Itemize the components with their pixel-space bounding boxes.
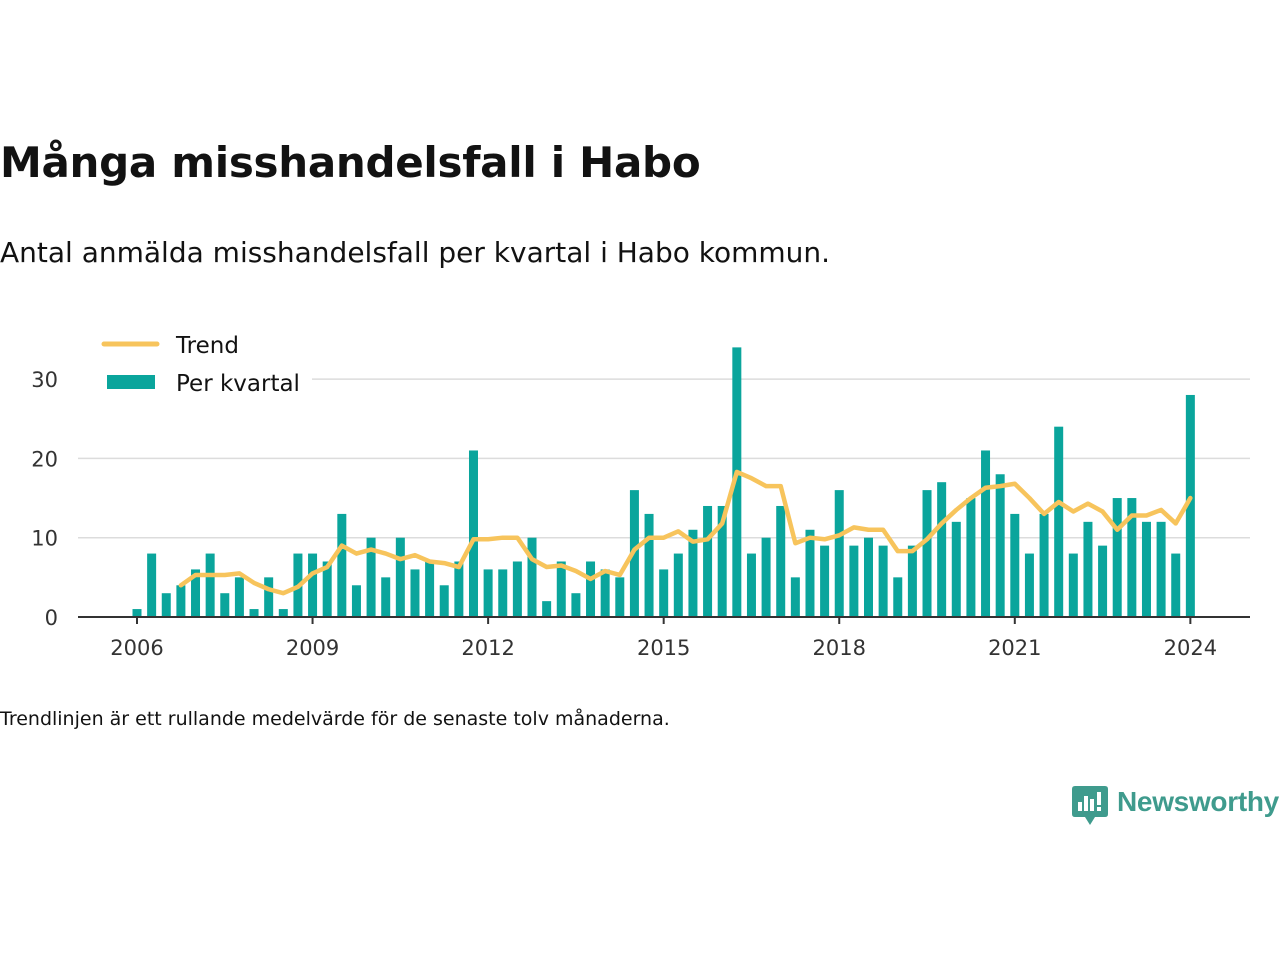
bar — [425, 561, 435, 617]
bar — [220, 593, 230, 617]
bar — [805, 529, 815, 617]
bar — [981, 450, 991, 617]
bar — [790, 577, 800, 617]
bar — [1068, 553, 1078, 617]
brand-name: Newsworthy — [1117, 786, 1279, 817]
bar — [615, 577, 625, 617]
bar — [410, 569, 420, 617]
bar — [234, 577, 244, 617]
bar — [468, 450, 478, 617]
bar — [1127, 498, 1137, 617]
newsworthy-logo-icon — [1072, 786, 1108, 825]
bar — [703, 505, 713, 617]
bar — [1010, 513, 1020, 617]
x-tick-label: 2015 — [637, 636, 690, 660]
bar — [746, 553, 756, 617]
bar — [205, 553, 215, 617]
bar — [659, 569, 669, 617]
bar — [732, 347, 742, 617]
bar — [1083, 521, 1093, 617]
bar — [717, 505, 727, 617]
bar — [1039, 513, 1049, 617]
legend-trend-label: Trend — [175, 333, 239, 359]
bar — [834, 490, 844, 617]
bar — [878, 545, 888, 617]
bar — [922, 490, 932, 617]
legend-bar-swatch — [107, 375, 155, 389]
bar — [571, 593, 581, 617]
bar — [1171, 553, 1181, 617]
y-tick-label: 10 — [31, 527, 58, 551]
grid-lines — [78, 378, 1250, 539]
bar — [161, 593, 171, 617]
footnote: Trendlinjen är ett rullande medelvärde f… — [0, 708, 670, 730]
brand-logo: Newsworthy — [1072, 786, 1279, 828]
bar — [688, 529, 698, 617]
bar — [176, 585, 186, 617]
bar — [966, 498, 976, 617]
bar — [337, 513, 347, 617]
bar — [1024, 553, 1034, 617]
bar — [951, 521, 961, 617]
bar — [1156, 521, 1166, 617]
y-axis-ticks: 0 10 20 30 — [31, 368, 58, 630]
y-tick-label: 20 — [31, 447, 58, 471]
bar — [278, 609, 288, 617]
x-tick-label: 2009 — [286, 636, 339, 660]
bar — [322, 561, 332, 617]
bar — [542, 601, 552, 617]
bar — [1185, 394, 1195, 617]
legend: Trend Per kvartal — [101, 333, 300, 397]
x-tick-label: 2018 — [813, 636, 866, 660]
y-tick-label: 0 — [45, 606, 58, 630]
x-tick-label: 2012 — [461, 636, 514, 660]
bar — [849, 545, 859, 617]
bar — [1098, 545, 1108, 617]
bar — [249, 609, 259, 617]
bar — [483, 569, 493, 617]
bar — [937, 482, 947, 617]
bar — [395, 537, 405, 617]
bar — [586, 561, 596, 617]
bar — [147, 553, 157, 617]
bar — [366, 537, 376, 617]
chart-title: Många misshandelsfall i Habo — [0, 138, 701, 187]
bar — [132, 609, 142, 617]
bar — [556, 561, 566, 617]
trend-line — [178, 469, 1193, 596]
bar — [1141, 521, 1151, 617]
bar — [498, 569, 508, 617]
bar — [454, 561, 464, 617]
bar — [351, 585, 361, 617]
bar-series — [132, 347, 1195, 617]
bar — [644, 513, 654, 617]
x-axis: 2006 2009 2012 2015 2018 2021 2024 — [78, 616, 1250, 660]
bar — [1112, 498, 1122, 617]
bar — [820, 545, 830, 617]
trend-series — [178, 469, 1193, 596]
bar — [673, 553, 683, 617]
bar — [995, 474, 1005, 617]
legend-bar-label: Per kvartal — [176, 371, 300, 397]
bar — [1054, 426, 1064, 617]
bar — [264, 577, 274, 617]
bar — [864, 537, 873, 617]
x-tick-label: 2024 — [1164, 636, 1217, 660]
bar — [907, 545, 917, 617]
bar — [776, 505, 786, 617]
chart-subtitle: Antal anmälda misshandelsfall per kvarta… — [0, 236, 831, 269]
bar — [761, 537, 771, 617]
x-tick-label: 2021 — [988, 636, 1041, 660]
x-tick-label: 2006 — [110, 636, 163, 660]
bar — [308, 553, 318, 617]
bar-line-chart: 0 10 20 30 2006 2009 2012 2015 2018 2021 2024 Tre… — [31, 333, 1250, 660]
bar — [600, 569, 610, 617]
bar — [191, 569, 201, 617]
bar — [439, 585, 449, 617]
y-tick-label: 30 — [31, 368, 58, 392]
bar — [527, 537, 537, 617]
bar — [512, 561, 522, 617]
bar — [893, 577, 903, 617]
bar — [381, 577, 391, 617]
